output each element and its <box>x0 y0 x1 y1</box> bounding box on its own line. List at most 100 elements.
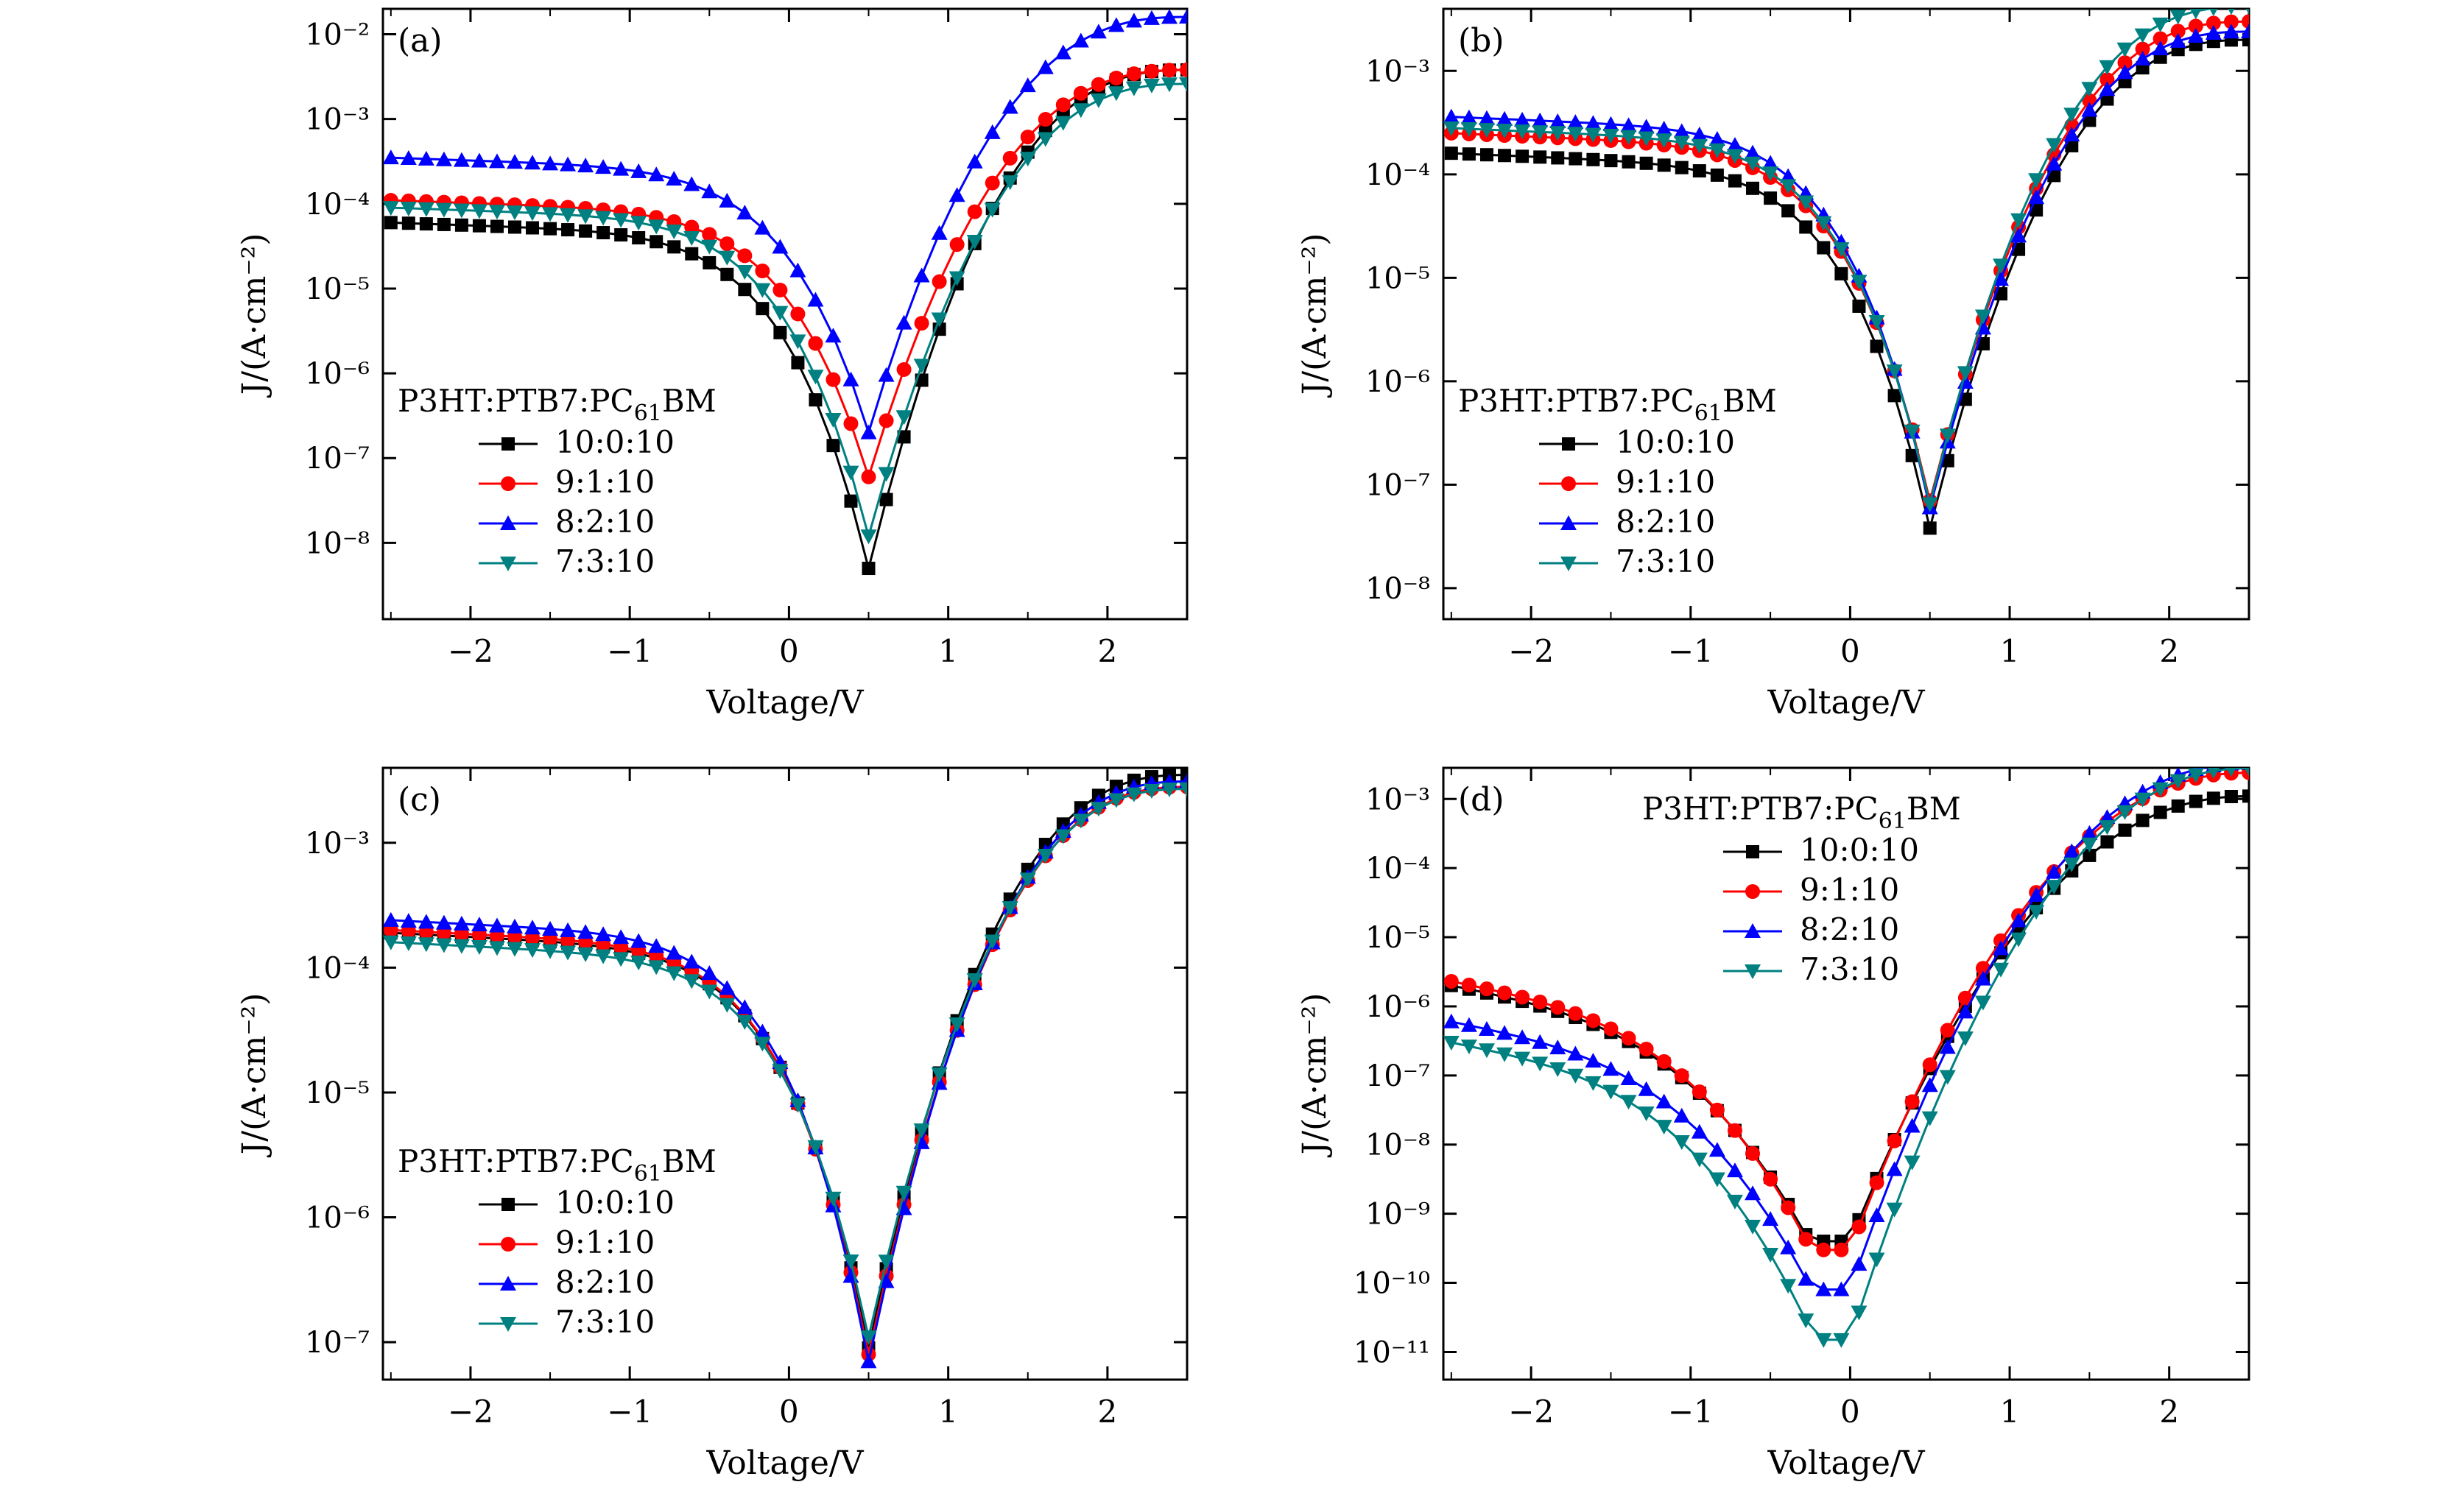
data-point <box>2046 880 2063 895</box>
data-point <box>1851 1305 1868 1321</box>
data-point <box>861 469 876 484</box>
data-point <box>984 934 1001 950</box>
data-point <box>719 192 736 208</box>
data-point <box>1144 63 1159 79</box>
data-point <box>1957 1031 1974 1047</box>
data-point <box>897 430 911 444</box>
data-point <box>453 152 470 167</box>
data-point <box>401 216 415 230</box>
series-line-7:3:10 <box>1451 9 2219 504</box>
data-point <box>560 945 577 961</box>
panel-b: −2 −1 0 1 2 10⁻⁸ 10⁻⁷ 10⁻⁶ 10⁻⁵ 10⁻⁴ 10⁻³ Voltage/V… <box>1296 7 2250 721</box>
data-point <box>685 247 699 261</box>
data-point <box>1799 220 1813 234</box>
data-point <box>914 316 929 331</box>
data-point <box>948 1017 965 1033</box>
data-point <box>1496 110 1513 126</box>
data-point <box>736 265 753 280</box>
data-point <box>2190 9 2202 20</box>
data-point <box>1905 448 1919 462</box>
legend-label: 10:0:10 <box>1800 832 1919 868</box>
legend-marker <box>500 1317 516 1332</box>
x-tick-label: 0 <box>1840 1394 1860 1430</box>
data-point <box>1655 1120 1672 1135</box>
data-point <box>1090 93 1107 108</box>
data-point <box>1692 1084 1707 1100</box>
data-point <box>543 222 557 236</box>
y-axis-label: J/(A·cm⁻²) <box>1296 993 1334 1158</box>
data-point <box>1726 149 1743 164</box>
data-point <box>2228 9 2235 15</box>
data-point <box>524 155 541 170</box>
data-point <box>435 151 452 166</box>
data-point <box>1691 126 1708 141</box>
data-point <box>825 328 842 343</box>
data-point <box>1673 1107 1690 1123</box>
data-point <box>949 237 965 253</box>
data-point <box>1514 111 1531 127</box>
data-point <box>2152 17 2169 32</box>
data-point <box>931 225 948 240</box>
data-point <box>1055 116 1071 131</box>
data-point <box>630 933 647 948</box>
data-point <box>1745 1146 1761 1161</box>
x-tick-label: 0 <box>779 633 799 669</box>
data-point <box>524 206 541 222</box>
data-point <box>1143 78 1160 93</box>
data-point <box>1798 195 1814 211</box>
data-point <box>878 1273 895 1288</box>
data-point <box>418 914 434 929</box>
series-line-10:0:10 <box>1451 794 2249 1243</box>
data-point <box>1567 114 1584 130</box>
data-point <box>1179 77 1187 92</box>
data-point <box>1532 1034 1549 1049</box>
data-point <box>1904 1094 1920 1109</box>
data-point <box>1886 1202 1903 1218</box>
data-point <box>1443 108 1460 124</box>
y-axis-label: J/(A·cm⁻²) <box>236 233 273 398</box>
legend-marker <box>1561 476 1576 491</box>
data-point <box>2134 51 2151 66</box>
data-point <box>1460 1040 1477 1055</box>
data-point <box>488 941 505 956</box>
data-point <box>1090 24 1107 39</box>
data-point <box>1602 1061 1619 1076</box>
data-point <box>1745 1219 1761 1235</box>
legend-marker <box>501 437 515 451</box>
data-point <box>2152 782 2169 797</box>
data-point <box>719 980 736 995</box>
data-point <box>1781 1200 1796 1215</box>
y-tick-label: 10⁻⁵ <box>1365 921 1430 955</box>
data-point <box>1940 1023 1955 1038</box>
data-point <box>2153 805 2167 819</box>
data-point <box>683 176 700 191</box>
data-point <box>2081 102 2098 117</box>
legend-label: 7:3:10 <box>1800 951 1899 987</box>
y-tick-label: 10⁻² <box>305 18 370 52</box>
data-point <box>1780 1239 1797 1254</box>
data-point <box>1108 17 1124 32</box>
data-point <box>471 152 487 168</box>
data-point <box>1002 150 1018 166</box>
data-point <box>2010 932 2027 947</box>
data-point <box>648 219 665 235</box>
data-point <box>506 942 523 957</box>
data-point <box>1657 158 1671 172</box>
data-point <box>772 306 789 321</box>
data-point <box>577 947 594 962</box>
data-point <box>1620 1095 1637 1110</box>
data-point <box>1002 901 1018 917</box>
data-point <box>1851 1219 1867 1235</box>
legend-marker <box>1560 515 1577 530</box>
data-point <box>1443 1036 1460 1051</box>
data-point <box>1479 148 1493 162</box>
data-point <box>2028 905 2045 920</box>
data-point <box>2046 138 2063 153</box>
data-point <box>577 924 594 939</box>
data-point <box>1655 133 1672 149</box>
data-point <box>809 393 823 407</box>
data-point <box>2063 843 2080 858</box>
data-point <box>383 911 399 927</box>
data-point <box>2099 81 2116 96</box>
data-point <box>736 999 753 1014</box>
